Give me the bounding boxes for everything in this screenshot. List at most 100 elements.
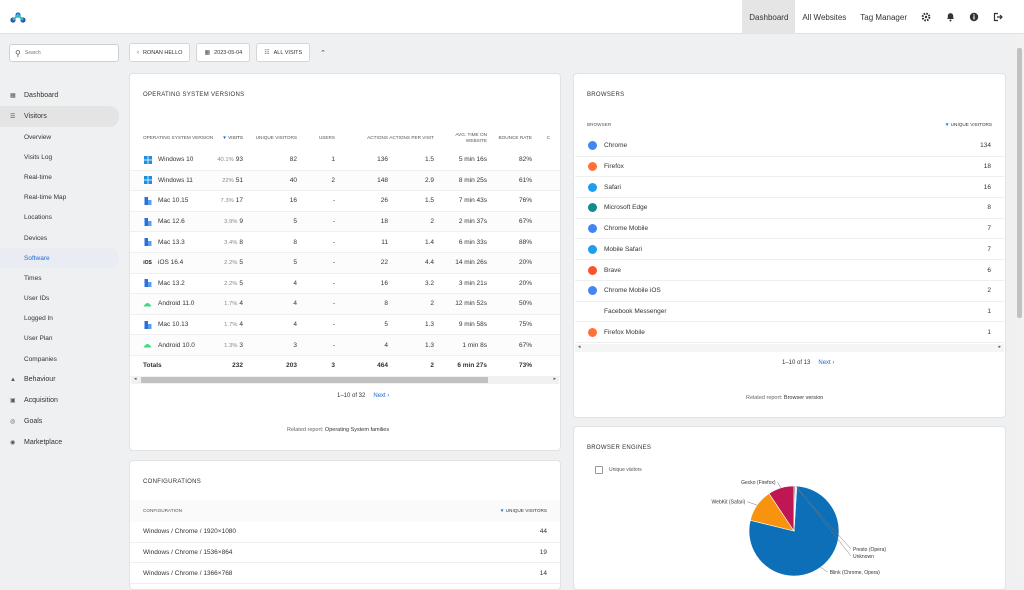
table-row[interactable]: Mac 13.2 2.2% 5 4 - 16 3.2 3 min 21s 20% [130,274,560,295]
search-input[interactable] [24,50,105,56]
col-actions[interactable]: ACTIONS [367,135,388,141]
table-row[interactable]: Windows / Chrome / 1366×768 14 [130,563,560,585]
table-scrollbar[interactable]: ◂ ▸ [575,344,1004,352]
search-box[interactable]: ⚲ [9,44,119,62]
related-link-os-families[interactable]: Operating System families [324,427,390,433]
table-row[interactable]: Mac 12.6 3.9% 9 5 - 18 2 2 min 37s 67% [130,211,560,233]
col-os-version[interactable]: OPERATING SYSTEM VERSION [143,135,214,141]
window-scroll-thumb[interactable] [1017,48,1022,318]
scroll-thumb[interactable] [141,377,488,383]
col-bounce-rate[interactable]: BOUNCE RATE [498,135,532,141]
cell-visits: 40.1% 93 [215,156,243,163]
table-row[interactable]: Safari 16 [575,177,1004,199]
menu-acquisition[interactable]: ▣ Acquisition [0,390,124,411]
menu-user-ids[interactable]: User IDs [24,295,50,303]
menu-behaviour[interactable]: ▲ Behaviour [0,369,124,390]
menu-logged-in[interactable]: Logged In [24,315,53,323]
logout-icon[interactable] [986,0,1010,34]
table-row[interactable]: iOS iOS 16.4 2.2% 5 5-22 4.4 14 min 26s 20% [130,253,560,274]
table-row[interactable]: Facebook Messenger 1 [575,302,1004,323]
cell-avg: 7 min 43s [434,197,487,204]
table-row[interactable]: Chrome Mobile iOS 2 [575,281,1004,302]
table-row[interactable]: Mac 10.13 1.7% 4 4-5 1.3 9 min 58s 75% [130,315,560,336]
table-row[interactable]: Windows / Chrome / 1920×1080 44 [130,522,560,543]
col-unique-visitors[interactable]: ▼ UNIQUE VISITORS [944,122,992,128]
configurations-card: CONFIGURATIONS CONFIGURATION ▼ UNIQUE VI… [129,460,561,590]
browser-icon [588,182,597,192]
totals-row[interactable]: Totals 232 203 3 464 2 6 min 27s 73% [130,356,560,377]
table-row[interactable]: Windows 10 40.1% 93 82 1 136 1.5 5 min 16s 82% [130,150,560,171]
collapse-icon[interactable]: ⌃ [320,49,327,57]
segment-selector[interactable]: ☷ ALL VISITS [256,43,311,62]
col-avg-time[interactable]: AVG. TIME ON WEBSITE [455,132,487,143]
nav-tag-manager[interactable]: Tag Manager [860,12,907,22]
next-page-link[interactable]: Next › [373,393,390,399]
menu-goals[interactable]: ◎ Goals [0,411,124,432]
value: 5 [239,279,243,287]
table-row[interactable]: Firefox Mobile 1 [575,322,1004,343]
menu-overview[interactable]: Overview [24,133,52,141]
col-visits[interactable]: ▼ VISITS [222,135,243,141]
table-row[interactable]: Brave 6 [575,260,1004,281]
menu-visits-log[interactable]: Visits Log [24,153,53,161]
col-unique-visitors[interactable]: UNIQUE VISITORS [255,135,297,141]
nav-dashboard[interactable]: Dashboard [742,0,796,34]
matomo-logo[interactable] [10,11,26,23]
col-actions-per-visit[interactable]: ACTIONS PER VISIT [389,135,434,141]
menu-user-plan[interactable]: User Plan [24,335,53,343]
bell-icon[interactable] [938,0,962,34]
table-row[interactable]: Mac 13.3 3.4% 8 8-11 1.4 6 min 33s 88% [130,232,560,253]
menu-software[interactable]: Software [0,248,119,269]
os-name: Mac 13.2 [158,279,185,287]
cell-visits: 22% 51 [215,177,243,184]
scroll-left-icon[interactable]: ◂ [134,376,137,382]
mac-icon [143,238,152,247]
col-conversions[interactable]: C [546,135,550,141]
legend-checkbox-icon[interactable] [595,466,603,474]
cell-apv: 4.4 [388,259,434,266]
value: 88% [518,238,532,246]
info-icon[interactable] [962,0,986,34]
user-selector[interactable]: ‹ RONAN HELLO [129,43,191,62]
related-link-browser-version[interactable]: Browser version [783,395,824,401]
table-row[interactable]: Android 11.0 1.7% 4 4-8 2 12 min 52s 50% [130,294,560,315]
nav-all-websites[interactable]: All Websites [802,12,847,22]
table-row[interactable]: Mobile Safari 7 [575,240,1004,261]
chart-legend[interactable]: Unique visitors [595,466,642,474]
menu-marketplace[interactable]: ◉ Marketplace [0,432,124,453]
date-selector[interactable]: ▦ 2023-05-04 [196,43,251,62]
scroll-right-icon[interactable]: ▸ [553,376,556,382]
cell-actions: 26 [335,197,388,204]
gear-icon[interactable] [914,0,938,34]
table-row[interactable]: Windows 11 22% 51 40 2 148 2.9 8 min 25s 61% [130,170,560,192]
table-row[interactable]: Chrome Mobile 7 [575,219,1004,240]
cell-unique: 16 [243,197,297,204]
table-row[interactable]: Windows / Chrome / 1536×864 19 [130,543,560,564]
table-scrollbar[interactable]: ◂ ▸ [131,376,559,384]
menu-visitors[interactable]: ☰ Visitors [0,106,119,127]
cell-visits: 1.3% 3 [215,342,243,349]
col-configuration[interactable]: CONFIGURATION [143,508,182,514]
scroll-left-icon[interactable]: ◂ [578,344,581,350]
table-row[interactable]: Android 10.0 1.3% 3 3-4 1.3 1 min 8s 67% [130,335,560,356]
os-name-cell: Mac 10.13 [143,320,215,329]
table-row[interactable]: Chrome 134 [575,136,1004,157]
menu-real-time-map[interactable]: Real-time Map [24,194,67,202]
table-row[interactable]: Mac 10.15 7.3% 17 16 - 26 1.5 7 min 43s 76% [130,191,560,212]
menu-locations[interactable]: Locations [24,214,52,222]
scroll-right-icon[interactable]: ▸ [998,344,1001,350]
menu-dashboard[interactable]: ▦ Dashboard [0,85,124,106]
col-users[interactable]: USERS [318,135,335,141]
col-browser[interactable]: BROWSER [587,122,612,128]
next-page-link[interactable]: Next › [818,360,835,366]
menu-times[interactable]: Times [24,274,42,282]
table-row[interactable]: Microsoft Edge 8 [575,198,1004,219]
menu-companies[interactable]: Companies [24,355,57,363]
menu-devices[interactable]: Devices [24,234,48,242]
menu-real-time[interactable]: Real-time [24,173,52,181]
col-unique-visitors[interactable]: ▼ UNIQUE VISITORS [499,508,547,514]
window-scrollbar[interactable] [1015,34,1024,576]
table-row[interactable]: Firefox 18 [575,157,1004,178]
visits-percent: 2.2% [224,280,238,287]
browser-name: Microsoft Edge [604,204,648,212]
